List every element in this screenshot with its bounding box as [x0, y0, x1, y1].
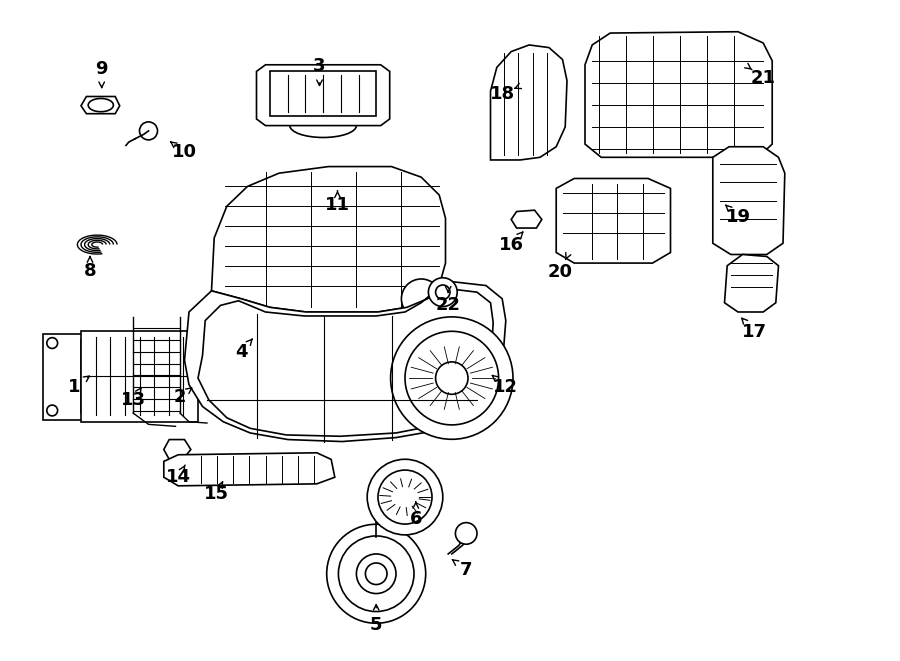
Text: 16: 16 [499, 235, 524, 254]
Text: 13: 13 [121, 391, 146, 409]
Text: 3: 3 [313, 57, 326, 75]
Text: 4: 4 [235, 342, 248, 361]
Text: 7: 7 [460, 561, 473, 579]
Polygon shape [724, 254, 778, 312]
Circle shape [356, 554, 396, 594]
Polygon shape [184, 281, 506, 442]
Text: 1: 1 [68, 377, 80, 396]
Polygon shape [164, 453, 335, 486]
Text: 5: 5 [370, 615, 382, 634]
Text: 10: 10 [172, 143, 197, 161]
Circle shape [327, 524, 426, 623]
Text: 21: 21 [751, 69, 776, 87]
Text: 14: 14 [166, 468, 191, 486]
Text: 11: 11 [325, 196, 350, 214]
Text: 19: 19 [725, 208, 751, 226]
Text: 22: 22 [436, 296, 461, 315]
Text: 15: 15 [203, 485, 229, 504]
Polygon shape [511, 210, 542, 228]
Polygon shape [81, 330, 198, 422]
Text: 12: 12 [493, 377, 518, 396]
Text: 2: 2 [174, 387, 186, 406]
Polygon shape [585, 32, 772, 157]
Polygon shape [556, 178, 670, 263]
Polygon shape [43, 334, 120, 420]
Text: 18: 18 [490, 85, 515, 103]
Polygon shape [164, 440, 191, 459]
Polygon shape [256, 65, 390, 126]
Circle shape [391, 317, 513, 440]
Polygon shape [491, 45, 567, 160]
Circle shape [455, 523, 477, 544]
Text: 8: 8 [84, 262, 96, 280]
Text: 6: 6 [410, 510, 422, 528]
Polygon shape [212, 167, 446, 312]
Circle shape [436, 362, 468, 395]
Circle shape [367, 459, 443, 535]
Text: 9: 9 [95, 60, 108, 79]
Text: 20: 20 [547, 263, 572, 282]
Circle shape [428, 278, 457, 307]
Circle shape [401, 279, 441, 319]
Polygon shape [81, 97, 120, 114]
Polygon shape [713, 147, 785, 254]
Text: 17: 17 [742, 323, 767, 341]
